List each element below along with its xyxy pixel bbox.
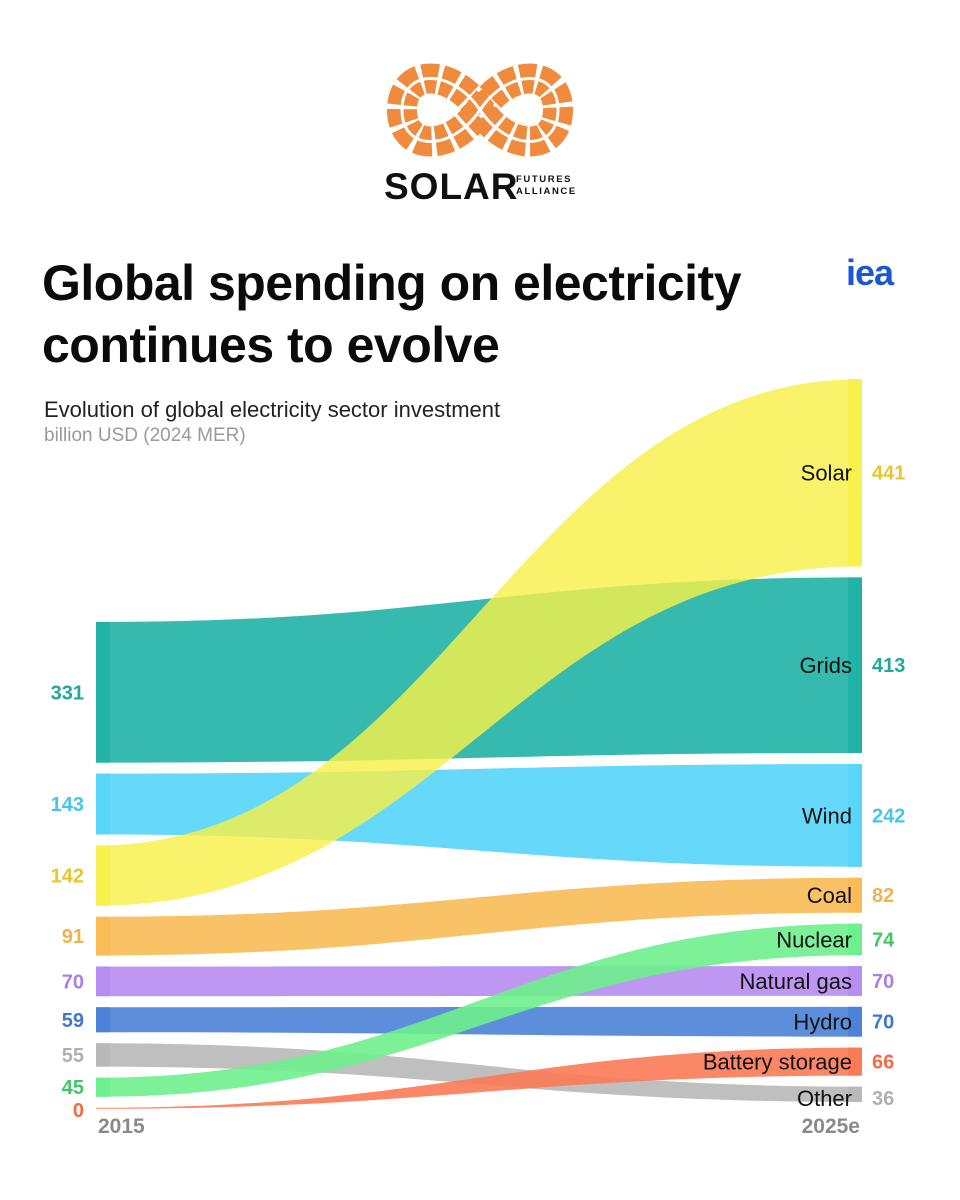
node-2015-solar (96, 845, 110, 906)
value-2015-solar: 142 (51, 866, 84, 888)
node-2015-nuclear (96, 1077, 110, 1097)
flow-solar (96, 379, 862, 906)
node-2025e-wind (848, 763, 862, 867)
value-2015-battery-storage: 0 (73, 1100, 84, 1122)
node-2025e-nuclear (848, 923, 862, 956)
value-2025e-wind: 242 (872, 805, 905, 827)
category-label-battery-storage: Battery storage (703, 1050, 852, 1075)
node-2015-hydro (96, 1007, 110, 1033)
value-2025e-battery-storage: 66 (872, 1052, 894, 1074)
value-2015-hydro: 59 (62, 1010, 84, 1032)
x-label-end: 2025e (802, 1115, 860, 1138)
value-2025e-grids: 413 (872, 655, 905, 677)
flow-coal (96, 877, 862, 956)
flow-nuclear (96, 923, 862, 1097)
value-2015-natural-gas: 70 (62, 971, 84, 993)
logo-wordmark: SOLAR (384, 166, 519, 207)
category-label-wind: Wind (802, 803, 852, 828)
chart-unit: billion USD (2024 MER) (44, 425, 246, 445)
chart-title: Evolution of global electricity sector i… (44, 397, 501, 422)
node-2015-coal (96, 916, 110, 956)
value-2015-other: 55 (62, 1045, 84, 1067)
node-2015-grids (96, 622, 110, 763)
value-2015-wind: 143 (51, 794, 84, 816)
category-label-nuclear: Nuclear (776, 927, 852, 952)
node-2025e-grids (848, 577, 862, 753)
logo-subtitle: FUTURES ALLIANCE (516, 174, 577, 198)
node-2015-other (96, 1043, 110, 1067)
node-2015-wind (96, 773, 110, 835)
node-2025e-natural-gas (848, 966, 862, 996)
node-2025e-hydro (848, 1006, 862, 1037)
flow-battery-storage (96, 1047, 862, 1109)
category-label-other: Other (797, 1086, 852, 1111)
value-2025e-other: 36 (872, 1088, 894, 1110)
iea-logo: iea (846, 252, 894, 293)
category-label-natural-gas: Natural gas (739, 969, 852, 994)
logo-subtitle-line1: FUTURES (516, 174, 573, 185)
flow-natural-gas (96, 966, 862, 997)
category-label-grids: Grids (799, 653, 852, 678)
value-2025e-natural-gas: 70 (872, 971, 894, 993)
category-label-hydro: Hydro (793, 1010, 852, 1035)
value-2025e-nuclear: 74 (872, 929, 895, 951)
logo-subtitle-line2: ALLIANCE (516, 186, 577, 197)
node-2025e-battery-storage (848, 1047, 862, 1076)
node-2025e-solar (848, 379, 862, 567)
value-2025e-solar: 441 (872, 463, 905, 485)
value-2015-coal: 91 (62, 926, 84, 948)
value-2015-nuclear: 45 (62, 1077, 84, 1099)
node-2025e-other (848, 1086, 862, 1102)
category-label-solar: Solar (801, 461, 852, 486)
flow-other (96, 1043, 862, 1102)
node-2015-natural-gas (96, 966, 110, 997)
node-2025e-coal (848, 877, 862, 913)
infinity-solar-panel-icon (386, 63, 574, 157)
value-2015-grids: 331 (51, 682, 84, 704)
page-title: Global spending on electricity continues… (42, 255, 742, 373)
value-2025e-coal: 82 (872, 885, 894, 907)
value-2025e-hydro: 70 (872, 1012, 894, 1034)
category-label-coal: Coal (807, 883, 852, 908)
solar-futures-alliance-logo: SOLAR FUTURES ALLIANCE (380, 60, 590, 210)
x-label-start: 2015 (98, 1115, 145, 1138)
